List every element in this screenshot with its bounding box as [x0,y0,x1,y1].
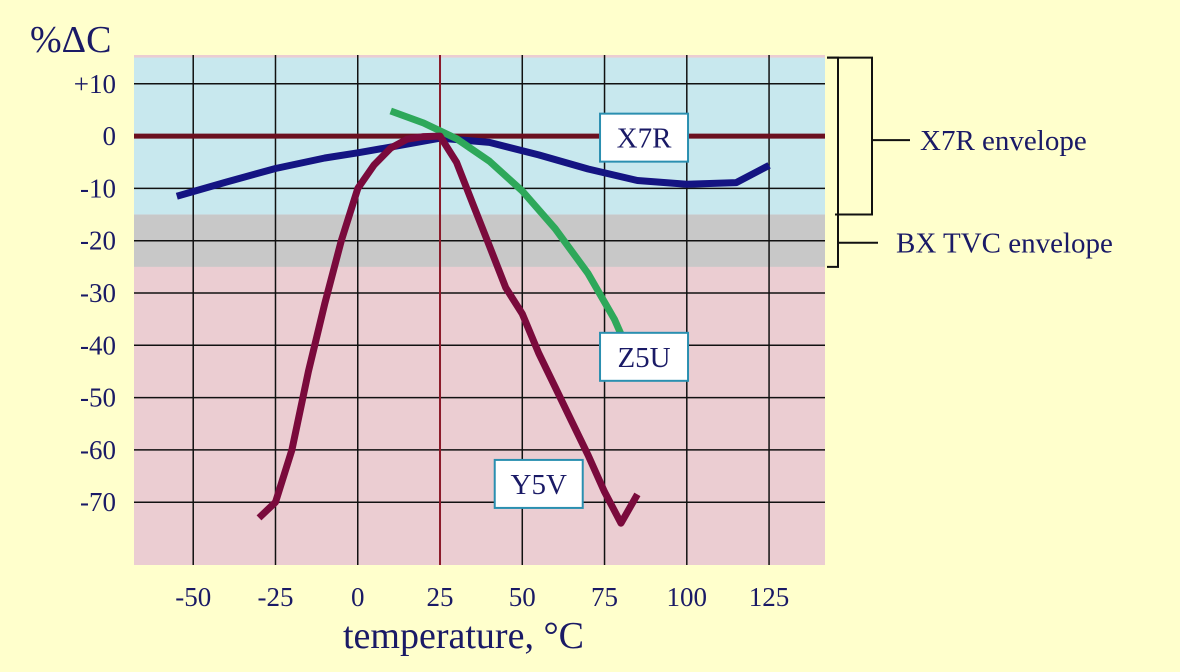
y-tick-label: 0 [103,121,117,151]
y-tick-label: -10 [80,173,116,203]
x-axis-label: temperature, °C [343,615,584,657]
y-tick-label: -70 [80,487,116,517]
series-lines [175,107,771,527]
series-label-z5u: Z5U [599,331,690,382]
x-tick-label: 25 [427,582,454,612]
x-tick-label: -25 [257,582,293,612]
x-tick-label: 75 [591,582,618,612]
x-tick-label: 125 [749,582,790,612]
series-label-x7r: X7R [599,112,690,163]
x-tick-label: 50 [509,582,536,612]
x7r-envelope-bracket [827,56,873,216]
series-label-text: X7R [617,123,672,155]
y-tick-label: -40 [80,330,116,360]
y-tick-label: -20 [80,226,116,256]
series-label-box [599,331,690,382]
series-labels: X7R Z5U Y5V [493,112,690,509]
y-tick-label: -30 [80,278,116,308]
envelope-brackets: X7R envelope BX TVC envelope [827,56,1113,268]
bx-envelope-label: BX TVC envelope [896,228,1113,260]
series-label-box [599,112,690,163]
series-line-z5u [389,107,641,373]
series-label-text: Y5V [511,469,567,501]
series-label-y5v: Y5V [493,458,584,509]
envelope-bands [134,57,825,267]
x-tick-label: 0 [351,582,365,612]
bx-envelope-bracket [827,56,839,268]
series-label-text: Z5U [617,342,670,374]
y-axis-label: %ΔC [30,19,111,61]
tick-labels: -50 -25 0 25 50 75 100 125 +10 0 -10 -20 -30 -40 -50 -6… [74,69,790,612]
x7r-envelope-label: X7R envelope [920,125,1087,157]
x-tick-label: 100 [667,582,708,612]
x-tick-label: -50 [175,582,211,612]
y-tick-label: -50 [80,383,116,413]
series-line-y5v [256,132,641,527]
y-tick-label: -60 [80,435,116,465]
y-tick-label: +10 [74,69,116,99]
series-label-box [493,458,584,509]
